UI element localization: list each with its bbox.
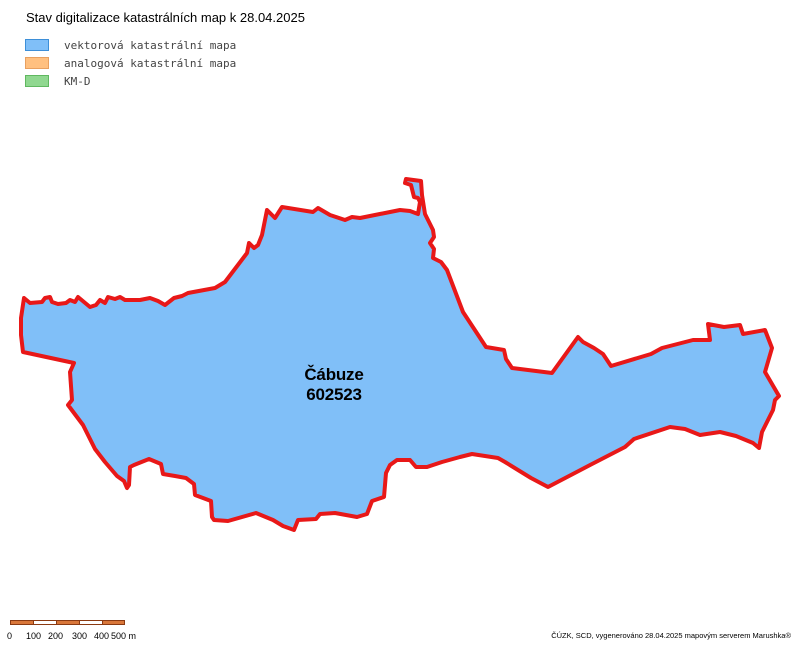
map-title: Stav digitalizace katastrálních map k 28… [26,10,305,25]
scale-bar-segments [10,620,125,625]
cadastral-area-boundary[interactable] [19,177,781,532]
scale-label: 500 m [111,631,137,641]
scale-label: 400 [94,631,110,641]
scale-segment-2 [33,620,56,625]
scale-segment-5 [102,620,125,625]
legend-item-kmd: KM-D [25,72,236,90]
legend-swatch-analog [25,57,49,69]
legend-label-vector: vektorová katastrální mapa [64,38,237,52]
scale-label: 100 [26,631,42,641]
scale-label: 200 [48,631,64,641]
legend-swatch-kmd [25,75,49,87]
legend-label-analog: analogová katastrální mapa [64,56,237,70]
legend: vektorová katastrální mapa analogová kat… [25,36,236,90]
scale-label: 300 [72,631,88,641]
legend-label-kmd: KM-D [64,74,91,88]
scale-bar: 0 100 200 300 400 500 m [7,620,136,641]
scale-labels: 0 100 200 300 400 500 m [7,631,170,643]
legend-item-vector: vektorová katastrální mapa [25,36,236,54]
scale-label: 0 [7,631,13,641]
scale-segment-3 [56,620,79,625]
map-credit: ČÚZK, SCD, vygenerováno 28.04.2025 mapov… [551,631,791,640]
scale-segment-4 [79,620,102,625]
area-code: 602523 [306,385,362,404]
scale-segment-1 [10,620,33,625]
area-name: Čábuze [304,365,364,384]
legend-swatch-vector [25,39,49,51]
area-label: Čábuze 602523 [260,365,408,405]
legend-item-analog: analogová katastrální mapa [25,54,236,72]
